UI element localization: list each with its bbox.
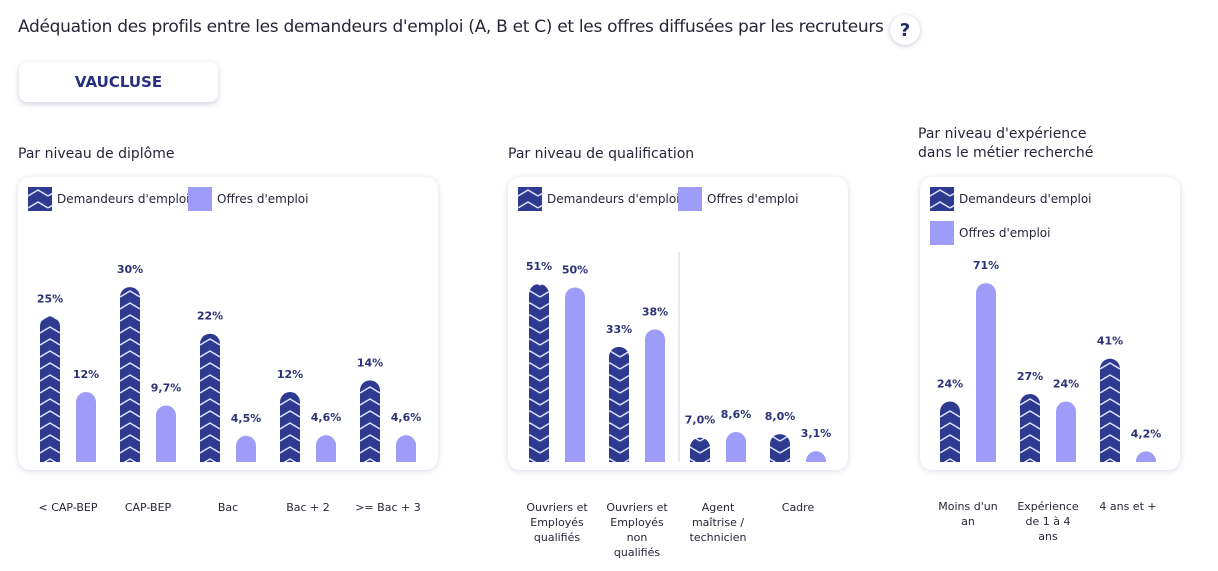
offers-swatch-icon — [188, 187, 212, 211]
category-label: CAP-BEP — [124, 501, 172, 514]
legend-seekers[interactable]: Demandeurs d'emploi — [28, 187, 190, 211]
experience-chart-title: Par niveau d'expérience dans le métier r… — [918, 126, 1094, 161]
bar-seekers[interactable] — [940, 401, 960, 462]
data-label: 4,5% — [231, 412, 262, 425]
bar-seekers[interactable] — [529, 284, 549, 462]
legend-offers[interactable]: Offres d'emploi — [678, 187, 798, 211]
legend-offers[interactable]: Offres d'emploi — [930, 221, 1050, 245]
legend-offers-label: Offres d'emploi — [217, 192, 309, 206]
bar-seekers[interactable] — [280, 392, 300, 462]
legend-seekers[interactable]: Demandeurs d'emploi — [930, 187, 1092, 211]
data-label: 8,0% — [765, 410, 796, 423]
data-label: 71% — [973, 259, 999, 272]
data-label: 4,6% — [311, 411, 342, 424]
bar-offers[interactable] — [1136, 451, 1156, 462]
legend-offers-label: Offres d'emploi — [959, 226, 1051, 240]
category-label: Agent maîtrise / technicien — [689, 501, 747, 544]
data-label: 8,6% — [721, 408, 752, 421]
bar-offers[interactable] — [976, 283, 996, 462]
data-label: 27% — [1017, 370, 1043, 383]
seekers-swatch-icon — [930, 187, 954, 211]
category-label: Cadre — [781, 501, 815, 514]
bar-seekers[interactable] — [1100, 358, 1120, 462]
data-label: 24% — [1053, 378, 1079, 391]
category-label: >= Bac + 3 — [355, 501, 421, 514]
category-label: Ouvriers et Employés qualifiés — [526, 501, 588, 544]
bar-offers[interactable] — [76, 392, 96, 462]
bar-offers[interactable] — [316, 435, 336, 462]
bar-seekers[interactable] — [40, 316, 60, 462]
qualification-chart-title: Par niveau de qualification — [508, 146, 695, 162]
bar-offers[interactable] — [396, 435, 416, 462]
data-label: 14% — [357, 356, 383, 369]
category-label: Ouvriers et Employés non qualifiés — [606, 501, 668, 559]
bar-offers[interactable] — [726, 431, 746, 462]
legend-seekers-label: Demandeurs d'emploi — [57, 192, 190, 206]
qualification-chart-card: Demandeurs d'emploi Offres d'emploi — [508, 177, 848, 470]
data-label: 38% — [642, 305, 668, 318]
data-label: 51% — [526, 260, 552, 273]
category-label: < CAP-BEP — [38, 501, 98, 514]
bar-offers[interactable] — [156, 405, 176, 462]
legend-offers[interactable]: Offres d'emploi — [188, 187, 308, 211]
data-label: 4,6% — [391, 411, 422, 424]
bar-offers[interactable] — [645, 329, 665, 462]
legend-offers-label: Offres d'emploi — [707, 192, 799, 206]
offers-swatch-icon — [678, 187, 702, 211]
legend-seekers-label: Demandeurs d'emploi — [959, 192, 1092, 206]
data-label: 30% — [117, 263, 143, 276]
data-label: 24% — [937, 378, 963, 391]
bar-seekers[interactable] — [200, 333, 220, 462]
bar-seekers[interactable] — [360, 380, 380, 462]
data-label: 3,1% — [801, 427, 832, 440]
diploma-chart-title: Par niveau de diplôme — [18, 146, 175, 162]
bar-seekers[interactable] — [120, 287, 140, 462]
bar-offers[interactable] — [565, 287, 585, 463]
data-label: 7,0% — [685, 414, 716, 427]
bar-offers[interactable] — [236, 435, 256, 462]
data-label: 41% — [1097, 335, 1123, 348]
bar-seekers[interactable] — [770, 434, 790, 462]
legend-seekers[interactable]: Demandeurs d'emploi — [518, 187, 680, 211]
data-label: 9,7% — [151, 381, 182, 394]
data-label: 4,2% — [1131, 427, 1162, 440]
page-title: Adéquation des profils entre les demande… — [18, 17, 884, 37]
data-label: 12% — [277, 368, 303, 381]
bar-seekers[interactable] — [690, 437, 710, 462]
data-label: 22% — [197, 310, 223, 323]
data-label: 50% — [562, 264, 588, 277]
category-label: Expérience de 1 à 4 ans — [1017, 500, 1079, 543]
category-label: Moins d'un an — [938, 500, 998, 528]
bar-seekers[interactable] — [1020, 393, 1040, 462]
offers-swatch-icon — [930, 221, 954, 245]
data-label: 25% — [37, 292, 63, 305]
bar-offers[interactable] — [806, 451, 826, 462]
bar-offers[interactable] — [1056, 401, 1076, 462]
data-label: 12% — [73, 368, 99, 381]
help-button[interactable]: ? — [890, 15, 920, 45]
bar-seekers[interactable] — [609, 346, 629, 462]
experience-chart-card: Demandeurs d'emploi Offres d'emploi — [920, 177, 1180, 470]
seekers-swatch-icon — [28, 187, 52, 211]
region-button[interactable]: VAUCLUSE — [19, 62, 218, 102]
category-label: Bac + 2 — [286, 501, 330, 514]
data-label: 33% — [606, 323, 632, 336]
legend-seekers-label: Demandeurs d'emploi — [547, 192, 680, 206]
category-label: Bac — [217, 501, 239, 514]
category-label: 4 ans et + — [1099, 500, 1157, 513]
seekers-swatch-icon — [518, 187, 542, 211]
